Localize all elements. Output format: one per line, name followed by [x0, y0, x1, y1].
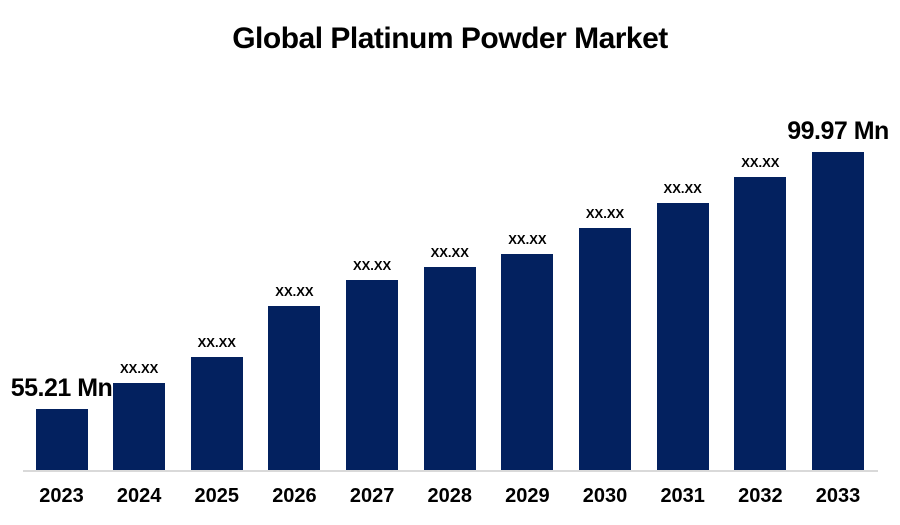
bar-value-label-2028: XX.XX: [430, 245, 469, 260]
x-axis-tick-label-2025: 2025: [194, 485, 240, 507]
x-axis-tick-label-2028: 2028: [427, 485, 473, 507]
bar-value-label-2030: XX.XX: [585, 206, 625, 221]
bar-2024: [113, 383, 166, 470]
bar-value-label-2026: XX.XX: [275, 284, 314, 299]
bar-value-label-2032: XX.XX: [741, 155, 780, 170]
x-axis-tick-label-2024: 2024: [116, 485, 162, 507]
bar-value-label-2029: XX.XX: [508, 232, 547, 247]
bar-2030: [579, 228, 632, 470]
bar-value-label-2031: XX.XX: [663, 181, 702, 196]
bar-2026: [268, 306, 321, 470]
bar-2032: [734, 177, 787, 470]
bar-2025: [190, 357, 243, 470]
bar-2027: [346, 280, 399, 470]
x-axis-tick-label-2030: 2030: [582, 485, 628, 507]
bar-value-label-2033: 99.97 Mn: [787, 117, 889, 145]
bar-2031: [656, 203, 709, 470]
x-axis-tick-label-2033: 2033: [815, 485, 861, 507]
x-axis-tick-label-2031: 2031: [660, 485, 705, 507]
x-axis-tick-label-2026: 2026: [272, 485, 317, 507]
bar-2029: [501, 254, 554, 470]
bar-2028: [423, 267, 476, 470]
x-axis-tick-label-2032: 2032: [738, 485, 783, 507]
x-axis-tick-label-2029: 2029: [505, 485, 550, 507]
bar-value-label-2025: XX.XX: [197, 335, 236, 350]
x-axis-tick-label-2023: 2023: [39, 485, 84, 507]
chart-title: Global Platinum Powder Market: [232, 22, 668, 55]
x-axis-tick-label-2027: 2027: [349, 485, 395, 507]
bar-2033: [812, 152, 864, 470]
bar-2023: [35, 409, 88, 470]
x-axis-line: [23, 470, 878, 472]
bar-value-label-2027: XX.XX: [352, 258, 392, 273]
bar-value-label-2024: XX.XX: [119, 361, 159, 376]
bar-value-label-2023: 55.21 Mn: [10, 374, 113, 402]
